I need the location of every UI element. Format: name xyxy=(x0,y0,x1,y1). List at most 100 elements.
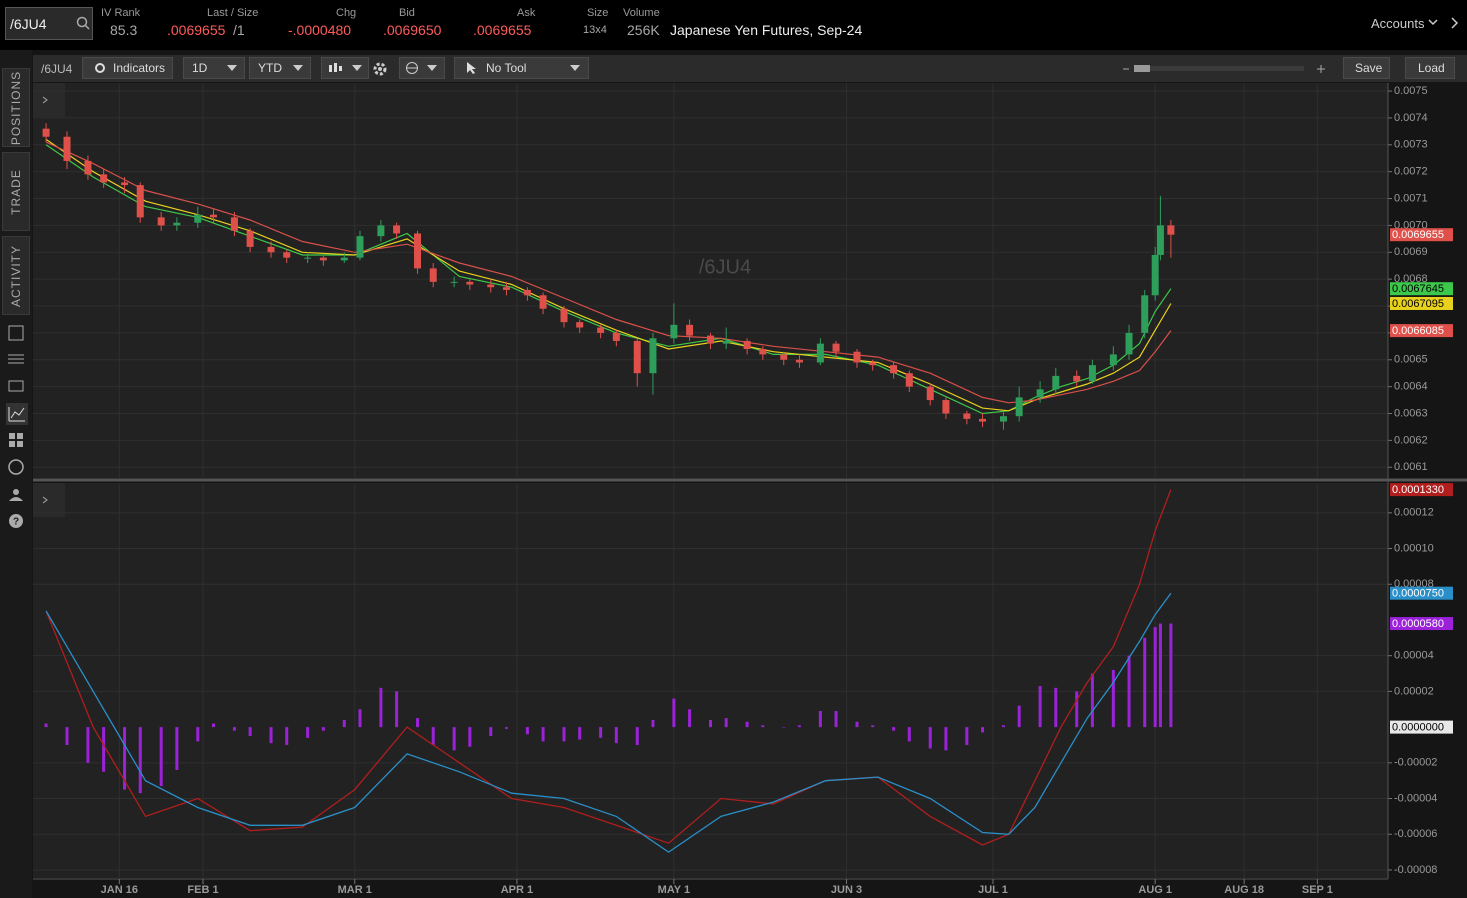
candle-body xyxy=(502,287,510,290)
histogram-bar xyxy=(1127,655,1131,728)
histogram-bar xyxy=(1001,725,1005,728)
histogram-bar xyxy=(578,727,582,740)
candle-body xyxy=(466,281,474,285)
histogram-bar xyxy=(761,725,765,728)
histogram-bar xyxy=(159,727,163,787)
candle-body xyxy=(1052,375,1060,390)
histogram-bar xyxy=(981,727,985,733)
symbol-input[interactable]: /6JU4 xyxy=(5,7,93,40)
candle-body xyxy=(523,289,531,296)
candle-body xyxy=(246,230,254,247)
y-tick-label: 0.0061 xyxy=(1394,461,1428,473)
x-tick-label: MAR 1 xyxy=(338,884,372,896)
value: /1 xyxy=(233,22,245,38)
accounts-menu[interactable]: Accounts xyxy=(1371,16,1425,31)
candle-body xyxy=(780,354,788,360)
candle-body xyxy=(377,225,385,237)
price-marker-label: 0.0001330 xyxy=(1392,484,1444,496)
sidebar-tab[interactable]: TRADE xyxy=(2,152,30,231)
histogram-bar xyxy=(782,727,786,728)
candle-body xyxy=(853,351,861,363)
candle-body xyxy=(649,338,657,374)
value: -.0000480 xyxy=(288,22,352,38)
search-icon xyxy=(76,16,90,30)
expand-button[interactable] xyxy=(33,483,65,517)
histogram-bar xyxy=(745,721,749,728)
range-dropdown[interactable]: YTD xyxy=(249,57,311,79)
candle-body xyxy=(963,413,971,419)
histogram-bar xyxy=(1153,627,1157,728)
y-tick-label: 0.0064 xyxy=(1394,381,1428,393)
moving-average xyxy=(45,138,1172,412)
x-tick-label: AUG 1 xyxy=(1138,884,1172,896)
price-marker xyxy=(1390,586,1453,600)
candle-body xyxy=(722,340,730,344)
candle-body xyxy=(1151,254,1159,296)
load-button[interactable]: Load xyxy=(1405,57,1455,79)
y-tick-label: 0.0074 xyxy=(1394,112,1428,124)
histogram-bar xyxy=(724,718,728,728)
chart-symbol: /6JU4 xyxy=(41,62,73,76)
price-marker xyxy=(1390,296,1453,310)
candle-body xyxy=(1073,375,1081,382)
candle-body xyxy=(1125,332,1133,355)
value: 13x4 xyxy=(583,24,607,36)
button-label: Load xyxy=(1418,61,1445,75)
candle-body xyxy=(414,233,422,269)
y-tick-label: 0.0075 xyxy=(1394,85,1428,97)
histogram-bar xyxy=(1158,623,1162,728)
candle-body xyxy=(100,174,108,183)
icon xyxy=(406,62,437,74)
price-marker xyxy=(1390,228,1453,242)
histogram-bar xyxy=(321,727,325,731)
save-button[interactable]: Save xyxy=(1343,57,1390,79)
dropdown-label: YTD xyxy=(258,61,282,75)
moving-average xyxy=(45,141,1172,404)
candle-body xyxy=(304,257,312,259)
macd-panel xyxy=(33,483,1388,878)
caret xyxy=(293,65,303,71)
price-marker-label: 0.0000000 xyxy=(1392,722,1444,734)
macd-line xyxy=(45,489,1172,846)
sidebar-tab[interactable]: ACTIVITY xyxy=(2,236,30,315)
interval-dropdown[interactable]: 1D xyxy=(183,57,245,79)
candle-body xyxy=(209,214,217,218)
style-dropdown[interactable] xyxy=(321,57,369,79)
price-marker xyxy=(1390,720,1453,734)
zoom-slider[interactable] xyxy=(1120,62,1326,76)
y-tick-label: 0.00010 xyxy=(1394,542,1434,554)
candle-body xyxy=(686,324,694,336)
candle-body xyxy=(670,324,678,339)
candle-body xyxy=(450,281,458,283)
candle-body xyxy=(890,365,898,374)
candle-body xyxy=(633,340,641,374)
histogram-bar xyxy=(358,709,362,728)
histogram-bar xyxy=(342,719,346,728)
candle-body xyxy=(429,268,437,282)
candle-body xyxy=(194,214,202,223)
histogram-bar xyxy=(562,727,566,742)
settings-icon[interactable] xyxy=(372,61,388,77)
sidebar-icons[interactable]: ? xyxy=(6,323,28,533)
x-tick-label: JUL 1 xyxy=(978,884,1008,896)
tool-dropdown[interactable]: No Tool xyxy=(454,57,589,79)
indicators-button[interactable]: Indicators xyxy=(82,57,173,79)
caret xyxy=(227,65,237,71)
histogram-bar xyxy=(431,727,435,745)
candle-body xyxy=(1141,295,1149,333)
drawing-dropdown[interactable] xyxy=(399,57,445,79)
histogram-bar xyxy=(211,723,215,728)
price-marker xyxy=(1390,282,1453,296)
histogram-bar xyxy=(907,727,911,742)
y-tick-label: -0.00006 xyxy=(1394,828,1437,840)
y-tick-label: 0.0065 xyxy=(1394,354,1428,366)
symbol: /6JU4 xyxy=(10,16,47,32)
histogram-bar xyxy=(44,723,48,728)
histogram-bar xyxy=(379,687,383,728)
label: IV Rank xyxy=(101,7,141,19)
sidebar-tab[interactable]: POSITIONS xyxy=(2,68,30,147)
candle-body xyxy=(283,252,291,258)
expand-button[interactable] xyxy=(33,83,65,117)
label: Ask xyxy=(517,7,536,19)
